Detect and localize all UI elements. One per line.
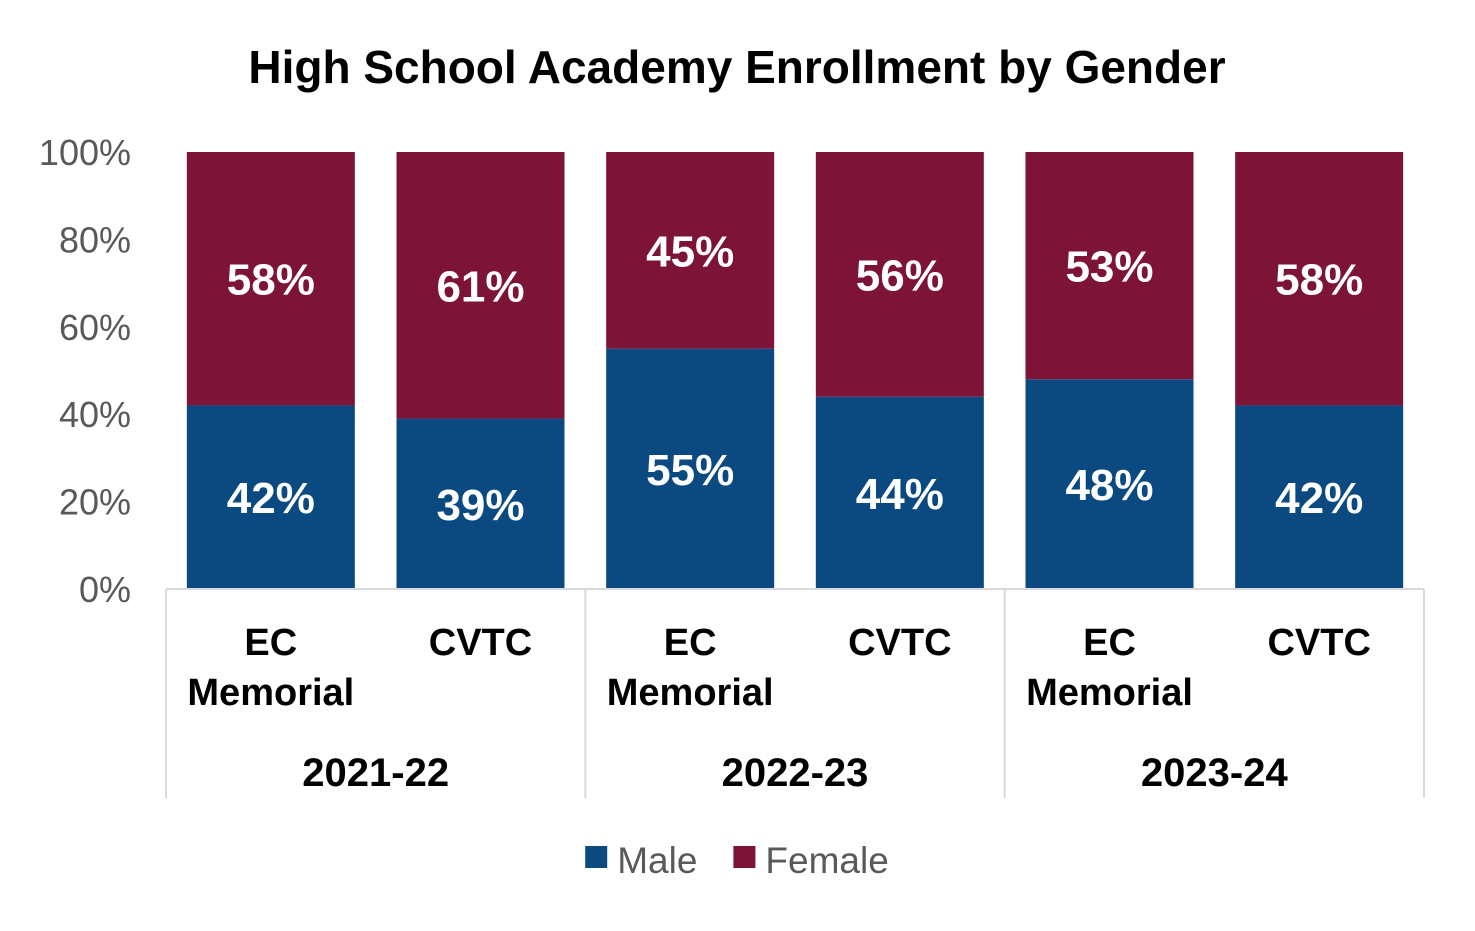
data-labels: 42% 58% 39% 61% 55% 45% 44% 56% 48% 53% 42% 58% <box>227 227 1363 529</box>
category-label: CVTC <box>1267 622 1370 664</box>
category-label: EC <box>664 622 717 664</box>
data-label: 44% <box>856 470 944 519</box>
bar-segment-male <box>815 396 984 589</box>
bar-segment-female <box>396 152 565 419</box>
bar-segment-male <box>396 418 565 589</box>
data-label: 48% <box>1065 461 1153 510</box>
bar-segment-male <box>186 405 355 589</box>
bar-segment-female <box>1235 152 1404 406</box>
legend-label: Female <box>765 840 888 881</box>
y-axis: 0% 20% 40% 60% 80% 100% <box>39 132 131 610</box>
data-label: 58% <box>1275 256 1363 305</box>
y-tick-label: 60% <box>59 307 131 348</box>
category-label: CVTC <box>848 622 951 664</box>
category-label: Memorial <box>1026 672 1193 714</box>
chart-title: High School Academy Enrollment by Gender <box>248 41 1225 93</box>
bar-segment-female <box>606 152 775 349</box>
legend-label: Male <box>617 840 697 881</box>
bar-segment-female <box>815 152 984 397</box>
y-tick-label: 40% <box>59 394 131 435</box>
data-label: 53% <box>1065 243 1153 292</box>
bar-segment-male <box>606 348 775 589</box>
data-label: 42% <box>227 474 315 523</box>
bar-segment-female <box>186 152 355 406</box>
data-label: 55% <box>646 446 734 495</box>
data-label: 45% <box>646 227 734 276</box>
legend-item-female: Female <box>733 840 889 881</box>
data-label: 39% <box>436 481 524 530</box>
bar-segment-male <box>1025 379 1194 589</box>
legend-swatch <box>733 846 756 868</box>
category-label: CVTC <box>429 622 532 664</box>
bar-segment-female <box>1025 152 1194 380</box>
category-label: Memorial <box>607 672 774 714</box>
data-label: 61% <box>436 262 524 311</box>
bars <box>186 152 1404 589</box>
category-label: EC <box>1083 622 1136 664</box>
y-tick-label: 100% <box>39 132 131 173</box>
y-tick-label: 80% <box>59 219 131 260</box>
bar-segment-male <box>1235 405 1404 589</box>
x-axis: EC Memorial CVTC EC Memorial CVTC EC Memorial CV… <box>165 588 1425 798</box>
group-label: 2022-23 <box>722 751 869 795</box>
category-label: EC <box>244 622 297 664</box>
legend-item-male: Male <box>585 840 697 881</box>
data-label: 58% <box>227 256 315 305</box>
group-label: 2023-24 <box>1141 751 1289 795</box>
group-label: 2021-22 <box>302 751 449 795</box>
y-tick-label: 20% <box>59 482 131 523</box>
data-label: 56% <box>856 251 944 300</box>
category-label: Memorial <box>187 672 354 714</box>
legend: Male Female <box>585 840 889 881</box>
legend-swatch <box>585 846 608 868</box>
y-tick-label: 0% <box>79 569 131 610</box>
data-label: 42% <box>1275 474 1363 523</box>
